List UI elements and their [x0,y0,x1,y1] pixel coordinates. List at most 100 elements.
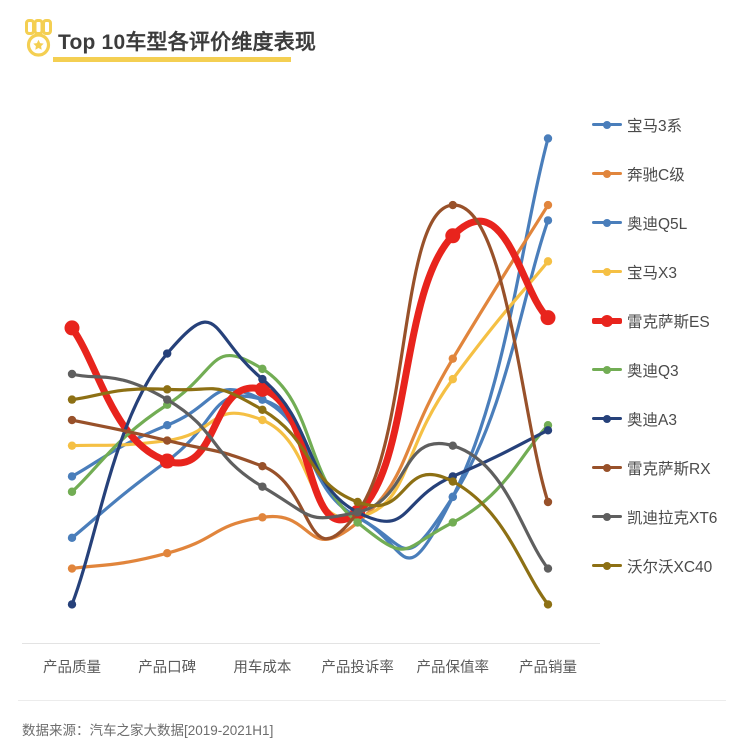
chart-series[interactable] [64,217,556,524]
series-data-point[interactable] [543,216,553,225]
legend-marker-icon [592,411,622,427]
series-data-point[interactable] [448,354,457,363]
series-data-point[interactable] [353,497,362,507]
series-data-point[interactable] [67,441,77,450]
x-axis-label: 产品销量 [519,660,577,676]
series-data-point[interactable] [67,600,77,609]
series-data-point[interactable] [163,395,172,404]
legend-marker-icon [592,509,622,525]
series-data-point[interactable] [67,369,77,379]
legend-dot [601,314,613,327]
series-data-point[interactable] [258,461,267,471]
series-data-point[interactable] [258,482,267,491]
title-underline [53,57,291,62]
legend-item[interactable]: 奥迪Q5L [592,198,744,247]
series-data-point[interactable] [543,497,553,507]
legend-item[interactable]: 奔驰C级 [592,149,744,198]
series-line[interactable] [68,217,552,524]
legend-label: 奥迪A3 [627,411,677,429]
x-axis-label: 产品投诉率 [321,660,394,676]
series-data-point[interactable] [258,374,267,384]
legend-label: 奥迪Q3 [627,362,679,380]
series-data-point[interactable] [448,477,457,486]
legend-marker-icon [592,117,622,133]
chart-series[interactable] [67,216,553,551]
legend-marker-icon [592,460,622,476]
chart-series[interactable] [67,369,553,573]
legend-item[interactable]: 宝马3系 [592,100,744,149]
series-data-point[interactable] [67,415,77,425]
legend-dot [603,169,611,178]
legend-item[interactable]: 沃尔沃XC40 [592,541,744,590]
series-data-point[interactable] [448,441,457,450]
series-data-point[interactable] [448,200,457,210]
x-axis-label: 产品保值率 [416,660,490,676]
series-data-point[interactable] [543,600,553,609]
series-data-point[interactable] [353,518,362,527]
series-data-point[interactable] [258,364,267,374]
series-data-point[interactable] [543,134,553,143]
x-axis-label: 产品口碑 [138,660,197,676]
series-data-point[interactable] [258,415,267,425]
legend-dot [603,267,611,276]
legend-label: 奥迪Q5L [627,215,688,233]
medal-icon [25,19,52,57]
series-data-point[interactable] [543,426,553,435]
series-data-point[interactable] [163,436,172,445]
data-source-note: 数据来源：汽车之家大数据[2019-2021H1] [22,723,274,738]
legend-item[interactable]: 凯迪拉克XT6 [592,492,744,541]
legend-dot [603,120,611,129]
series-data-point[interactable] [163,349,172,358]
series-data-point[interactable] [448,492,457,502]
series-data-point[interactable] [258,395,267,404]
chart-series[interactable] [67,200,553,541]
series-data-point[interactable] [448,518,457,527]
legend-label: 凯迪拉克XT6 [627,509,718,527]
legend-marker-icon [592,215,622,231]
series-data-point[interactable] [163,385,172,394]
series-line[interactable] [70,203,550,541]
legend-label: 雷克萨斯RX [627,460,711,478]
series-data-point[interactable] [448,374,457,384]
series-data-point[interactable] [445,228,461,244]
series-data-point[interactable] [543,257,553,266]
legend-marker-icon [592,558,622,574]
legend-marker-icon [592,264,622,280]
x-axis-label: 产品质量 [43,660,101,676]
legend-item[interactable]: 雷克萨斯RX [592,443,744,492]
series-data-point[interactable] [67,533,77,543]
series-data-point[interactable] [67,395,77,404]
chart-container: 产品质量 产品口碑 用车成本 产品投诉率 产品保值率 产品销量 [0,78,744,678]
legend-item[interactable]: 雷克萨斯ES [592,296,744,345]
series-data-point[interactable] [258,405,267,415]
series-data-point[interactable] [67,472,77,481]
legend-label: 宝马3系 [627,117,683,135]
series-data-point[interactable] [67,564,77,573]
x-axis-line [22,643,600,644]
series-data-point[interactable] [64,320,80,336]
legend-label: 雷克萨斯ES [627,313,710,331]
series-data-point[interactable] [543,200,553,210]
legend-marker-icon [592,313,622,329]
legend-item[interactable]: 宝马X3 [592,247,744,296]
legend-item[interactable]: 奥迪A3 [592,394,744,443]
footer-divider [18,700,726,701]
legend-dot [603,218,611,227]
series-data-point[interactable] [258,513,267,522]
series-line[interactable] [70,354,550,551]
legend-item[interactable]: 奥迪Q3 [592,345,744,394]
series-data-point[interactable] [353,508,362,517]
line-chart-plot [64,134,556,609]
legend-dot [603,414,611,423]
series-data-point[interactable] [540,310,556,326]
x-axis-label-row: 产品质量 产品口碑 用车成本 产品投诉率 产品保值率 产品销量 [0,656,600,686]
series-data-point[interactable] [543,564,553,573]
series-data-point[interactable] [163,421,172,430]
series-data-point[interactable] [254,381,270,397]
legend-label: 沃尔沃XC40 [627,558,713,576]
series-data-point[interactable] [159,453,175,469]
series-data-point[interactable] [67,487,77,496]
legend-label: 奔驰C级 [627,166,685,184]
chart-series[interactable] [67,385,553,609]
series-data-point[interactable] [163,549,172,558]
